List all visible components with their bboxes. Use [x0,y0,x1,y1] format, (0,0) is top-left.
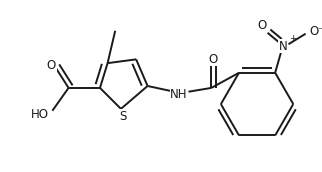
Text: S: S [119,110,127,123]
Text: HO: HO [31,108,49,121]
Text: O: O [209,53,218,66]
Text: N: N [279,40,287,53]
Text: O: O [257,19,267,32]
Text: +: + [289,34,297,43]
Text: O⁻: O⁻ [309,25,322,38]
Text: O: O [47,58,56,72]
Text: NH: NH [170,88,188,101]
